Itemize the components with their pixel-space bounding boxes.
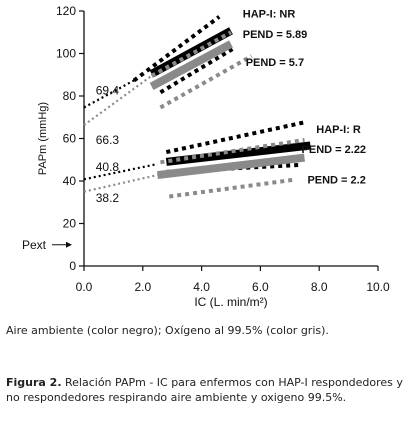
annotation-label: PEND = 2.2 [307,175,365,187]
y-axis-label: PAPm (mmHg) [37,102,49,175]
annotation-label: PEND = 5.89 [243,29,308,41]
figure-label: Figura 2. [6,376,62,389]
x-tick-label: 10.0 [366,280,390,294]
intercept-label: 40.8 [96,160,120,174]
x-tick-label: 4.0 [193,280,210,294]
intercept-label: 66.3 [96,133,120,147]
y-tick-label: 120 [56,4,76,18]
x-tick-label: 2.0 [134,280,151,294]
ci-lower-line [159,46,235,95]
ci-lower-line [168,177,296,199]
extrapolation-line [83,74,153,127]
ci-lower-line [159,54,253,110]
y-tick-label: 20 [63,217,77,231]
x-tick-label: 6.0 [252,280,269,294]
legend-note: Aire ambiente (color negro); Oxígeno al … [6,324,329,337]
annotation-label: HAP-I: NR [243,9,296,21]
intercept-label: 69.4 [96,83,120,97]
ci-upper-line [150,30,232,78]
x-tick-label: 0.0 [76,280,93,294]
chart: 0 20 40 60 80 100 120 0.0 2.0 4.0 6.0 8.0 10.0 IC (L.… [22,4,390,309]
regression-line [149,27,233,78]
regression-line [157,153,305,180]
ci-upper-line [132,15,221,83]
figure-caption-text: Relación PAPm - IC para enfermos con HAP… [6,376,403,404]
y-tick-label: 80 [63,89,77,103]
annotation-label: PEND = 2.22 [302,144,367,156]
annotation-label: PEND = 5.7 [246,57,304,69]
plot-area: 0 20 40 60 80 100 120 0.0 2.0 4.0 6.0 8.0 10.0 IC (L.… [22,4,390,309]
pext-label: Pext [22,238,47,252]
regression-line [149,40,233,90]
ci-upper-line [160,138,305,165]
pext-arrow-head [66,241,72,248]
regression-line [165,141,311,166]
figure-caption: Figura 2. Relación PAPm - IC para enferm… [6,375,406,405]
y-tick-label: 0 [69,259,76,273]
y-tick-label: 40 [63,174,77,188]
y-tick-label: 60 [63,132,77,146]
intercept-label: 38.2 [96,191,120,205]
x-axis-label: IC (L. min/m²) [194,295,267,309]
y-tick-label: 100 [56,47,76,61]
annotation-label: HAP-I: R [316,124,361,136]
x-tick-label: 8.0 [311,280,328,294]
